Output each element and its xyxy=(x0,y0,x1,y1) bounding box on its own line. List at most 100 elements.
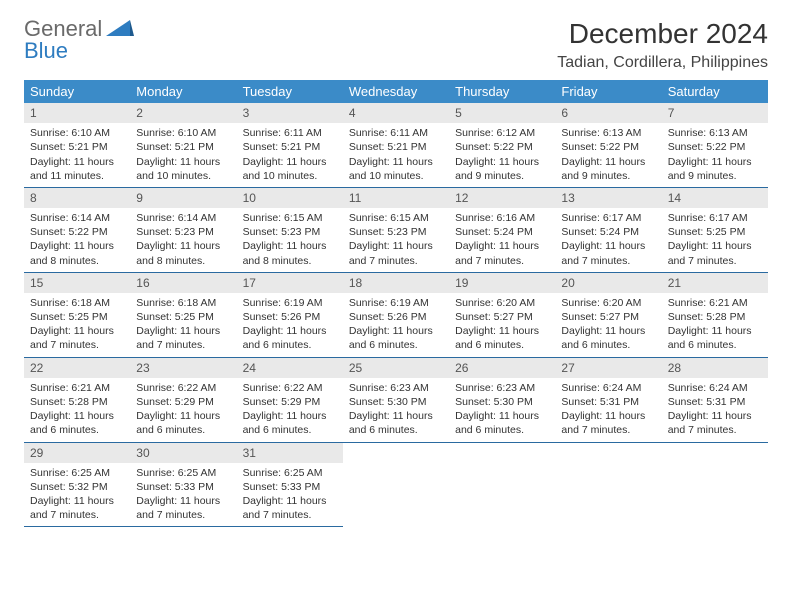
calendar-day: 5Sunrise: 6:12 AMSunset: 5:22 PMDaylight… xyxy=(449,103,555,187)
calendar-day: 3Sunrise: 6:11 AMSunset: 5:21 PMDaylight… xyxy=(237,103,343,187)
calendar-empty xyxy=(343,442,449,527)
day-number: 14 xyxy=(662,188,768,208)
sunrise-line: Sunrise: 6:23 AM xyxy=(349,381,443,395)
day-number: 21 xyxy=(662,273,768,293)
sunrise-line: Sunrise: 6:13 AM xyxy=(561,126,655,140)
sunset-line: Sunset: 5:33 PM xyxy=(243,480,337,494)
logo-text: General Blue xyxy=(24,18,102,62)
calendar-day: 2Sunrise: 6:10 AMSunset: 5:21 PMDaylight… xyxy=(130,103,236,187)
calendar-day: 23Sunrise: 6:22 AMSunset: 5:29 PMDayligh… xyxy=(130,357,236,442)
sunset-line: Sunset: 5:21 PM xyxy=(30,140,124,154)
calendar-day: 9Sunrise: 6:14 AMSunset: 5:23 PMDaylight… xyxy=(130,187,236,272)
day-body: Sunrise: 6:14 AMSunset: 5:22 PMDaylight:… xyxy=(24,208,130,272)
day-number: 31 xyxy=(237,443,343,463)
sunrise-line: Sunrise: 6:14 AM xyxy=(136,211,230,225)
calendar-day: 14Sunrise: 6:17 AMSunset: 5:25 PMDayligh… xyxy=(662,187,768,272)
sunrise-line: Sunrise: 6:23 AM xyxy=(455,381,549,395)
day-number: 17 xyxy=(237,273,343,293)
calendar-day: 18Sunrise: 6:19 AMSunset: 5:26 PMDayligh… xyxy=(343,272,449,357)
daylight-line: Daylight: 11 hours and 11 minutes. xyxy=(30,155,124,183)
sunset-line: Sunset: 5:23 PM xyxy=(349,225,443,239)
day-body: Sunrise: 6:25 AMSunset: 5:33 PMDaylight:… xyxy=(130,463,236,527)
daylight-line: Daylight: 11 hours and 7 minutes. xyxy=(668,239,762,267)
day-header: Friday xyxy=(555,80,661,103)
daylight-line: Daylight: 11 hours and 10 minutes. xyxy=(243,155,337,183)
day-body: Sunrise: 6:10 AMSunset: 5:21 PMDaylight:… xyxy=(24,123,130,187)
day-number: 28 xyxy=(662,358,768,378)
day-number: 1 xyxy=(24,103,130,123)
day-body: Sunrise: 6:24 AMSunset: 5:31 PMDaylight:… xyxy=(662,378,768,442)
sunset-line: Sunset: 5:23 PM xyxy=(243,225,337,239)
sunset-line: Sunset: 5:26 PM xyxy=(349,310,443,324)
calendar-empty xyxy=(662,442,768,527)
day-body: Sunrise: 6:18 AMSunset: 5:25 PMDaylight:… xyxy=(130,293,236,357)
day-number: 2 xyxy=(130,103,236,123)
daylight-line: Daylight: 11 hours and 9 minutes. xyxy=(455,155,549,183)
sunrise-line: Sunrise: 6:21 AM xyxy=(30,381,124,395)
sunrise-line: Sunrise: 6:25 AM xyxy=(136,466,230,480)
day-header: Tuesday xyxy=(237,80,343,103)
sunrise-line: Sunrise: 6:22 AM xyxy=(136,381,230,395)
calendar-day: 27Sunrise: 6:24 AMSunset: 5:31 PMDayligh… xyxy=(555,357,661,442)
sunset-line: Sunset: 5:32 PM xyxy=(30,480,124,494)
sunset-line: Sunset: 5:23 PM xyxy=(136,225,230,239)
day-body: Sunrise: 6:15 AMSunset: 5:23 PMDaylight:… xyxy=(343,208,449,272)
sunrise-line: Sunrise: 6:20 AM xyxy=(561,296,655,310)
day-body: Sunrise: 6:21 AMSunset: 5:28 PMDaylight:… xyxy=(662,293,768,357)
daylight-line: Daylight: 11 hours and 6 minutes. xyxy=(668,324,762,352)
day-body: Sunrise: 6:19 AMSunset: 5:26 PMDaylight:… xyxy=(237,293,343,357)
day-number: 30 xyxy=(130,443,236,463)
day-header: Monday xyxy=(130,80,236,103)
daylight-line: Daylight: 11 hours and 6 minutes. xyxy=(30,409,124,437)
daylight-line: Daylight: 11 hours and 9 minutes. xyxy=(668,155,762,183)
sunrise-line: Sunrise: 6:18 AM xyxy=(30,296,124,310)
calendar-day: 8Sunrise: 6:14 AMSunset: 5:22 PMDaylight… xyxy=(24,187,130,272)
sunset-line: Sunset: 5:21 PM xyxy=(243,140,337,154)
daylight-line: Daylight: 11 hours and 7 minutes. xyxy=(30,494,124,522)
calendar-body: 1Sunrise: 6:10 AMSunset: 5:21 PMDaylight… xyxy=(24,103,768,527)
sunset-line: Sunset: 5:29 PM xyxy=(136,395,230,409)
sunrise-line: Sunrise: 6:24 AM xyxy=(668,381,762,395)
day-body: Sunrise: 6:20 AMSunset: 5:27 PMDaylight:… xyxy=(449,293,555,357)
calendar-day: 4Sunrise: 6:11 AMSunset: 5:21 PMDaylight… xyxy=(343,103,449,187)
day-body: Sunrise: 6:19 AMSunset: 5:26 PMDaylight:… xyxy=(343,293,449,357)
day-body: Sunrise: 6:13 AMSunset: 5:22 PMDaylight:… xyxy=(662,123,768,187)
sunset-line: Sunset: 5:26 PM xyxy=(243,310,337,324)
header: General Blue December 2024 Tadian, Cordi… xyxy=(24,18,768,72)
calendar-week: 22Sunrise: 6:21 AMSunset: 5:28 PMDayligh… xyxy=(24,357,768,442)
calendar-week: 29Sunrise: 6:25 AMSunset: 5:32 PMDayligh… xyxy=(24,442,768,527)
sunrise-line: Sunrise: 6:11 AM xyxy=(243,126,337,140)
sunset-line: Sunset: 5:31 PM xyxy=(668,395,762,409)
sunset-line: Sunset: 5:28 PM xyxy=(30,395,124,409)
day-body: Sunrise: 6:21 AMSunset: 5:28 PMDaylight:… xyxy=(24,378,130,442)
daylight-line: Daylight: 11 hours and 7 minutes. xyxy=(243,494,337,522)
day-body: Sunrise: 6:11 AMSunset: 5:21 PMDaylight:… xyxy=(237,123,343,187)
sunrise-line: Sunrise: 6:11 AM xyxy=(349,126,443,140)
day-header: Sunday xyxy=(24,80,130,103)
day-body: Sunrise: 6:23 AMSunset: 5:30 PMDaylight:… xyxy=(449,378,555,442)
day-number: 20 xyxy=(555,273,661,293)
day-number: 10 xyxy=(237,188,343,208)
day-body: Sunrise: 6:14 AMSunset: 5:23 PMDaylight:… xyxy=(130,208,236,272)
sunset-line: Sunset: 5:27 PM xyxy=(561,310,655,324)
day-number: 6 xyxy=(555,103,661,123)
day-body: Sunrise: 6:17 AMSunset: 5:25 PMDaylight:… xyxy=(662,208,768,272)
calendar-day: 24Sunrise: 6:22 AMSunset: 5:29 PMDayligh… xyxy=(237,357,343,442)
daylight-line: Daylight: 11 hours and 6 minutes. xyxy=(349,324,443,352)
calendar-day: 1Sunrise: 6:10 AMSunset: 5:21 PMDaylight… xyxy=(24,103,130,187)
day-number: 7 xyxy=(662,103,768,123)
header-row: SundayMondayTuesdayWednesdayThursdayFrid… xyxy=(24,80,768,103)
sunrise-line: Sunrise: 6:13 AM xyxy=(668,126,762,140)
day-number: 12 xyxy=(449,188,555,208)
day-number: 29 xyxy=(24,443,130,463)
sunrise-line: Sunrise: 6:17 AM xyxy=(561,211,655,225)
daylight-line: Daylight: 11 hours and 7 minutes. xyxy=(349,239,443,267)
daylight-line: Daylight: 11 hours and 8 minutes. xyxy=(136,239,230,267)
day-body: Sunrise: 6:13 AMSunset: 5:22 PMDaylight:… xyxy=(555,123,661,187)
sunset-line: Sunset: 5:30 PM xyxy=(455,395,549,409)
day-number: 4 xyxy=(343,103,449,123)
calendar-empty xyxy=(555,442,661,527)
daylight-line: Daylight: 11 hours and 8 minutes. xyxy=(243,239,337,267)
sunrise-line: Sunrise: 6:12 AM xyxy=(455,126,549,140)
calendar-day: 6Sunrise: 6:13 AMSunset: 5:22 PMDaylight… xyxy=(555,103,661,187)
